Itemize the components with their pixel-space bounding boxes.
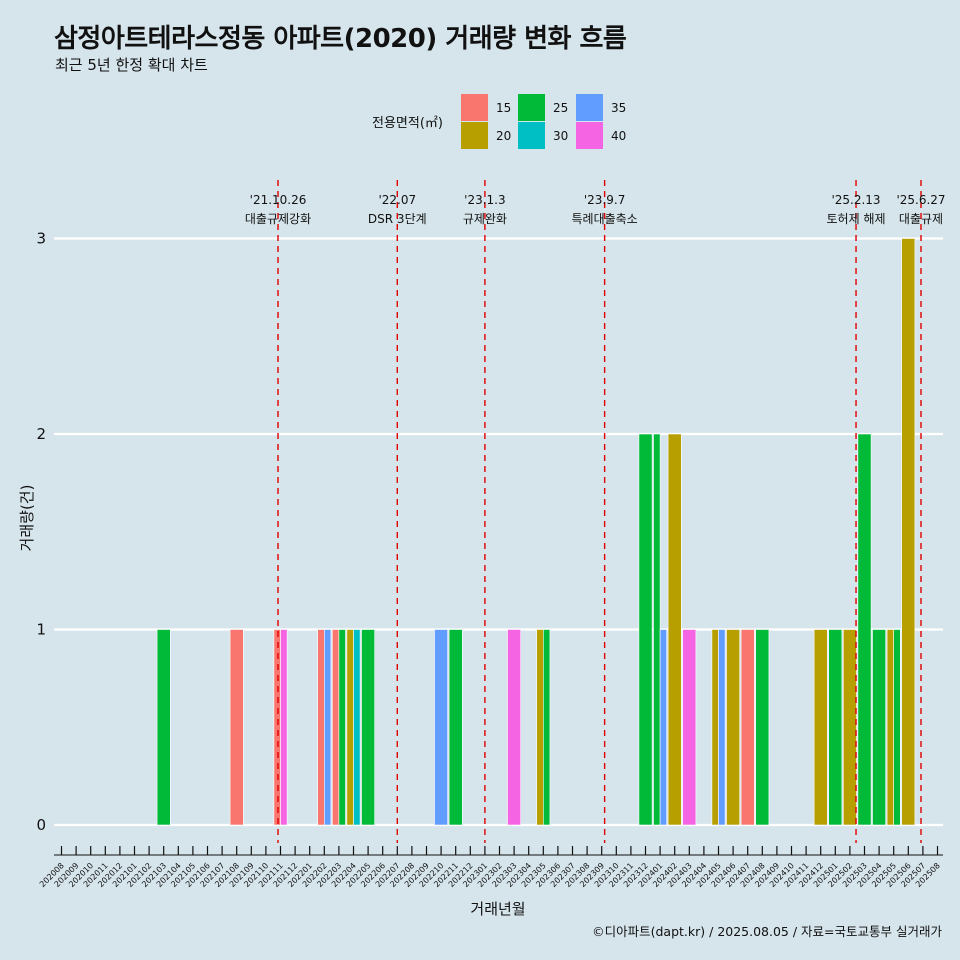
event-date: '23.9.7 xyxy=(584,193,625,207)
legend-swatch-20 xyxy=(461,122,488,149)
bar-202505-20 xyxy=(886,629,894,826)
bar-202103-25 xyxy=(156,629,171,826)
bar-202501-25 xyxy=(828,629,843,826)
bar-202412-20 xyxy=(813,629,828,826)
legend-swatch-30 xyxy=(518,122,545,149)
event-date: '25.2.13 xyxy=(831,193,880,207)
bar-202405-20 xyxy=(711,629,719,826)
y-tick-label: 3 xyxy=(36,230,46,248)
event-label: DSR 3단계 xyxy=(368,212,427,226)
bars xyxy=(156,238,916,826)
legend-label: 35 xyxy=(611,101,626,115)
y-tick-label: 0 xyxy=(36,816,46,834)
bar-202202-15 xyxy=(317,629,325,826)
bar-202503-25 xyxy=(857,433,872,826)
event-label: 대출규제 xyxy=(899,212,943,226)
bar-202111-40 xyxy=(280,629,288,826)
x-axis-label: 거래년월 xyxy=(470,900,525,918)
bar-202406-20 xyxy=(726,629,740,826)
axes: 2020082020092020102020112020122021012021… xyxy=(38,846,943,889)
bar-202203-15 xyxy=(331,629,340,826)
y-tick-label: 1 xyxy=(36,621,46,639)
caption: ©디아파트(dapt.kr) / 2025.08.05 / 자료=국토교통부 실… xyxy=(592,924,942,939)
legend-label: 30 xyxy=(553,129,568,143)
bar-202408-25 xyxy=(755,629,770,826)
event-date: '22.07 xyxy=(378,193,416,207)
y-axis-label: 거래량(건) xyxy=(18,485,36,552)
legend-swatch-15 xyxy=(461,94,488,121)
bar-202401-35 xyxy=(659,629,667,826)
bar-202305-20 xyxy=(536,629,544,826)
legend-swatch-25 xyxy=(518,94,545,121)
chart-subtitle: 최근 5년 한정 확대 차트 xyxy=(55,56,208,74)
event-label: 토허제 해제 xyxy=(827,212,886,226)
legend-label: 15 xyxy=(496,101,511,115)
bar-202211-25 xyxy=(448,629,463,826)
event-date: '23.1.3 xyxy=(464,193,505,207)
bar-202205-25 xyxy=(361,629,375,826)
legend-label: 40 xyxy=(611,129,626,143)
bar-202403-40 xyxy=(682,629,697,826)
chart-title: 삼정아트테라스정동 아파트(2020) 거래량 변화 흐름 xyxy=(54,24,627,54)
bar-202405-35 xyxy=(718,629,726,826)
bar-202502-20 xyxy=(842,629,857,826)
bar-202401-25 xyxy=(653,433,661,826)
event-date: '25.6.27 xyxy=(896,193,945,207)
event-markers: '21.10.26 대출규제강화 '22.07 DSR 3단계 '23.1.3 규제완화 '… xyxy=(245,180,946,843)
bar-202210-35 xyxy=(434,629,448,826)
event-label: 특례대출축소 xyxy=(571,212,637,226)
bar-202203-25 xyxy=(338,629,346,826)
bar-202506-20 xyxy=(901,238,916,826)
bar-202312-25 xyxy=(638,433,653,826)
bar-202504-25 xyxy=(872,629,886,826)
event-label: 대출규제강화 xyxy=(245,212,311,226)
event-date: '21.10.26 xyxy=(250,193,307,207)
bar-202305-25 xyxy=(542,629,551,826)
bar-202407-15 xyxy=(740,629,755,826)
bar-202402-20 xyxy=(667,433,682,826)
legend: 전용면적(㎡) 15 20 25 30 35 40 xyxy=(372,94,626,149)
bar-202111-15 xyxy=(273,629,281,826)
bar-202303-40 xyxy=(507,629,521,826)
bar-202505-25 xyxy=(893,629,901,826)
grid-lines: 0 1 2 3 xyxy=(36,230,943,834)
event-label: 규제완화 xyxy=(463,212,507,226)
y-tick-label: 2 xyxy=(36,425,46,443)
legend-swatch-40 xyxy=(576,122,603,149)
bar-202204-20 xyxy=(346,629,354,826)
bar-202204-30 xyxy=(353,629,361,826)
legend-swatch-35 xyxy=(576,94,603,121)
legend-title: 전용면적(㎡) xyxy=(372,116,443,131)
bar-202202-35 xyxy=(323,629,332,826)
legend-label: 25 xyxy=(553,101,568,115)
bar-202108-15 xyxy=(229,629,244,826)
legend-label: 20 xyxy=(496,129,511,143)
